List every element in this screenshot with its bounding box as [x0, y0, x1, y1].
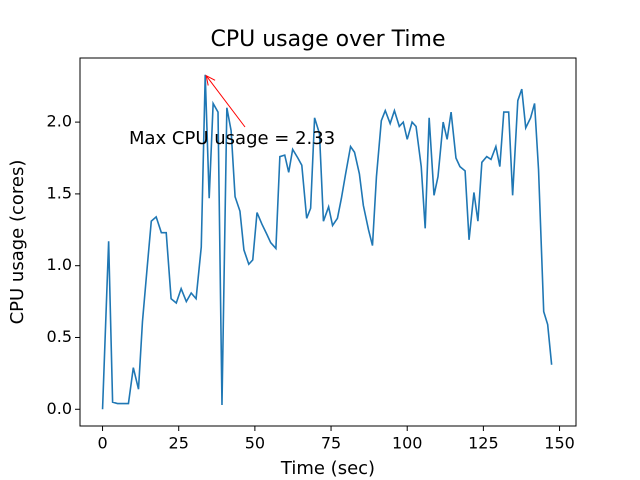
line-series [101, 74, 553, 410]
x-tick-label: 125 [468, 434, 499, 453]
x-tick-label: 0 [97, 434, 107, 453]
x-tick-label: 150 [544, 434, 575, 453]
x-tick-label: 50 [245, 434, 265, 453]
y-tick-label: 2.0 [47, 112, 72, 131]
chart-title: CPU usage over Time [211, 27, 446, 52]
y-tick-label: 0.0 [47, 399, 72, 418]
plot-frame [79, 57, 577, 427]
x-tick-label: 100 [392, 434, 423, 453]
annotation-arrow [205, 75, 246, 128]
y-tick-label: 0.5 [47, 327, 72, 346]
y-axis-label: CPU usage (cores) [7, 160, 28, 325]
x-tick-label: 75 [321, 434, 341, 453]
annotation-arrowhead [205, 74, 216, 86]
annotation-text: Max CPU usage = 2.33 [129, 128, 335, 149]
x-axis-label: Time (sec) [280, 458, 375, 479]
x-tick-label: 25 [169, 434, 189, 453]
y-tick-label: 1.0 [47, 255, 72, 274]
y-tick-label: 1.5 [47, 183, 72, 202]
